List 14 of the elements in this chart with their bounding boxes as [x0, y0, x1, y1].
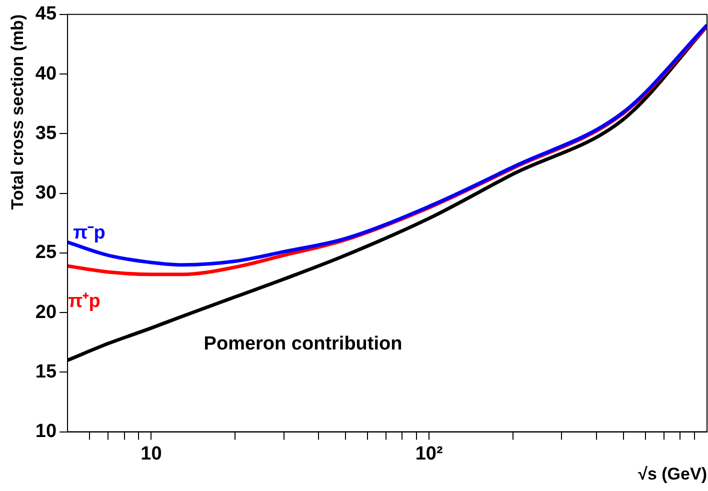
y-axis-title: Total cross section (mb): [8, 14, 27, 210]
y-tick-label: 40: [35, 63, 57, 84]
y-tick-label: 25: [35, 242, 57, 264]
y-tick-label: 20: [35, 302, 57, 323]
y-tick-label: 10: [35, 421, 57, 442]
y-tick-label: 15: [35, 361, 57, 382]
series-label: π⁻p: [73, 222, 106, 244]
series-label: π⁺p: [68, 291, 100, 312]
series-label: Pomeron contribution: [204, 333, 402, 354]
x-axis-title: √s (GeV): [638, 464, 707, 484]
y-tick-label: 45: [35, 4, 57, 25]
y-tick-label: 35: [35, 122, 57, 144]
y-tick-label: 30: [35, 182, 57, 204]
x-tick-label: 10²: [415, 443, 443, 464]
